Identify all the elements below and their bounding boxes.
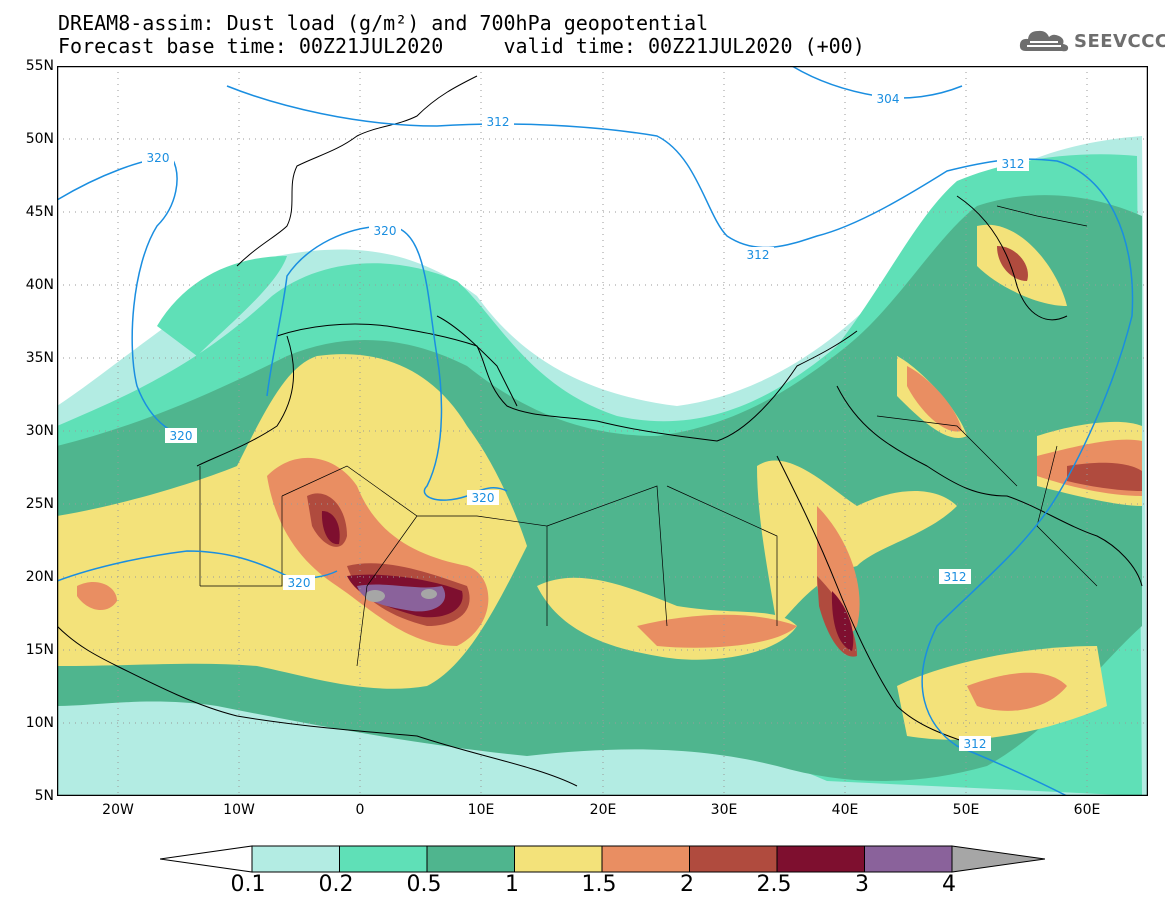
lat-label: 10N: [25, 715, 54, 731]
colorbar: [160, 845, 1045, 873]
lat-label: 50N: [25, 131, 54, 147]
colorbar-label: 0.5: [406, 872, 442, 897]
lat-label: 35N: [25, 350, 54, 366]
lon-label: 40E: [831, 802, 859, 818]
colorbar-label: 1.5: [581, 872, 617, 897]
map-border: [57, 66, 1148, 796]
contour-320-line: [57, 157, 198, 442]
colorbar-label: 1: [505, 872, 519, 897]
colorbar-swatch: [251, 845, 340, 873]
lat-label: 45N: [25, 204, 54, 220]
colorbar-label: 3: [855, 872, 869, 897]
lat-label: 40N: [25, 277, 54, 293]
dust-map: 304 312 312 312 312 312 320 320 320 320 …: [57, 66, 1148, 796]
lat-label: 30N: [25, 423, 54, 439]
contour-labels: 304 312 312 312 312 312 320 320 320 320 …: [142, 91, 1029, 751]
lon-label: 60E: [1073, 802, 1101, 818]
coastlines: [57, 75, 1143, 787]
contour-label-320: 320: [147, 151, 170, 165]
contour-label-312: 312: [944, 570, 967, 584]
lon-label: 20E: [589, 802, 617, 818]
lon-label: 20W: [102, 802, 134, 818]
colorbar-max-arrow: [951, 845, 1045, 873]
colorbar-swatch: [339, 845, 428, 873]
lat-label: 55N: [25, 58, 54, 74]
lon-label: 10W: [223, 802, 255, 818]
lat-label: 15N: [25, 642, 54, 658]
colorbar-label: 0.2: [318, 872, 354, 897]
colorbar-label: 0.1: [230, 872, 266, 897]
map-subtitle: Forecast base time: 00Z21JUL2020 valid t…: [58, 34, 865, 58]
lon-label: 50E: [952, 802, 980, 818]
contour-label-320: 320: [472, 491, 495, 505]
colorbar-swatch: [514, 845, 603, 873]
colorbar-swatch: [426, 845, 515, 873]
contour-label-320: 320: [288, 576, 311, 590]
seevccc-logo: SEEVCCC: [1018, 26, 1165, 56]
colorbar-label: 4: [942, 872, 956, 897]
contour-label-320: 320: [374, 224, 397, 238]
country-borders: [199, 205, 1098, 667]
contour-320-line-b: [266, 225, 508, 501]
contour-label-312: 312: [747, 248, 770, 262]
contour-label-320: 320: [170, 429, 193, 443]
colorbar-swatch: [776, 845, 865, 873]
contour-label-312: 312: [964, 737, 987, 751]
cloud-icon: [1019, 30, 1069, 52]
lat-label: 5N: [34, 788, 54, 804]
colorbar-label: 2.5: [756, 872, 792, 897]
lat-label: 25N: [25, 496, 54, 512]
colorbar-swatch: [864, 845, 953, 873]
lat-label: 20N: [25, 569, 54, 585]
colorbar-min-arrow: [160, 845, 253, 873]
colorbar-label: 2: [680, 872, 694, 897]
colorbar-swatch: [689, 845, 778, 873]
contour-label-304: 304: [877, 92, 900, 106]
lon-label: 30E: [710, 802, 738, 818]
contour-label-312: 312: [1002, 157, 1025, 171]
dust-level-4: [365, 589, 437, 602]
map-title: DREAM8-assim: Dust load (g/m²) and 700hP…: [58, 11, 709, 35]
lon-label: 0: [355, 802, 365, 818]
lon-label: 10E: [467, 802, 495, 818]
colorbar-swatch: [601, 845, 690, 873]
logo-text: SEEVCCC: [1074, 30, 1165, 52]
contour-label-312: 312: [487, 115, 510, 129]
